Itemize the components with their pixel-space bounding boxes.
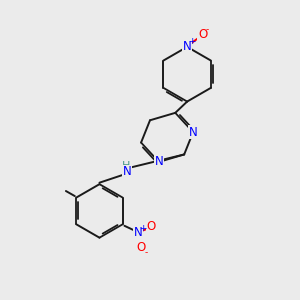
Text: H: H [122,161,130,171]
Text: O: O [147,220,156,233]
Text: N: N [189,126,197,139]
Text: N: N [122,165,131,178]
Text: -: - [145,248,148,257]
Text: +: + [188,37,195,46]
Text: O: O [136,241,146,254]
Text: +: + [139,224,146,233]
Text: -: - [206,26,209,34]
Text: O: O [198,28,207,41]
Text: N: N [154,155,163,168]
Text: N: N [134,226,142,239]
Text: N: N [183,40,191,53]
